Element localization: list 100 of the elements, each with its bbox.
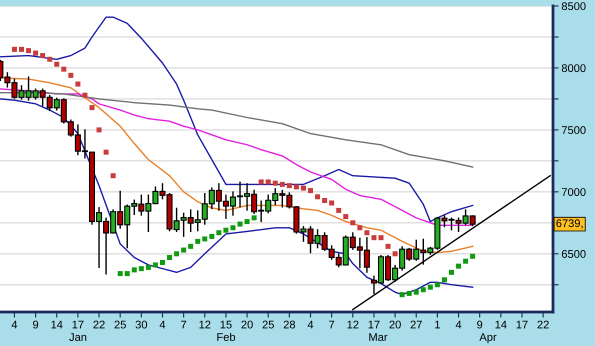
- point: [230, 225, 236, 230]
- point: [47, 56, 52, 62]
- point: [456, 264, 462, 269]
- point: [280, 182, 285, 187]
- x-tick-label: 4: [308, 320, 314, 328]
- point: [315, 194, 320, 200]
- x-tick-label: 22: [93, 320, 105, 328]
- point: [286, 183, 292, 188]
- point: [26, 48, 32, 54]
- point: [308, 188, 314, 194]
- point: [181, 248, 186, 253]
- x-tick-label: 25: [114, 320, 126, 328]
- point: [12, 46, 17, 52]
- line-series: [0, 88, 474, 226]
- point: [89, 105, 94, 110]
- point: [434, 282, 440, 288]
- x-tick-label: 12: [347, 320, 358, 328]
- point: [118, 271, 123, 276]
- point: [19, 46, 24, 52]
- text: Apr: [479, 333, 496, 344]
- text: Mar: [369, 333, 388, 341]
- y-tick-label: 6500: [562, 250, 586, 258]
- point: [322, 198, 328, 203]
- y-tick-label: 8000: [562, 64, 586, 72]
- line-series: [0, 16, 474, 222]
- point: [188, 244, 194, 249]
- point: [442, 277, 447, 282]
- x-tick-label: 4: [456, 320, 462, 328]
- point: [364, 230, 370, 236]
- x-tick-label: 9: [477, 320, 482, 328]
- point: [378, 235, 384, 240]
- point: [463, 258, 468, 264]
- x-tick-label: 4: [160, 320, 166, 328]
- point: [343, 214, 348, 220]
- point: [110, 173, 116, 178]
- x-tick-label: 25: [262, 320, 274, 328]
- x-tick-label: 9: [33, 320, 38, 328]
- x-tick-label: 28: [284, 320, 296, 328]
- point: [336, 208, 342, 213]
- point: [33, 50, 38, 56]
- point: [300, 186, 306, 191]
- point: [470, 254, 476, 259]
- point: [428, 284, 433, 290]
- x-tick-label: 12: [199, 320, 210, 328]
- point: [124, 271, 130, 276]
- point: [400, 292, 405, 298]
- x-tick-label: 1: [435, 320, 440, 328]
- point: [96, 127, 102, 132]
- point: [146, 264, 151, 270]
- point: [386, 244, 391, 249]
- point: [174, 251, 180, 256]
- y-tick-label: 7000: [562, 188, 586, 196]
- x-tick-label: 17: [72, 320, 84, 328]
- point: [104, 150, 109, 155]
- point: [202, 236, 208, 242]
- point: [75, 82, 80, 87]
- point: [138, 266, 144, 272]
- x-tick-label: 7: [181, 320, 186, 328]
- point: [160, 260, 165, 265]
- point: [244, 219, 250, 224]
- point: [406, 290, 412, 296]
- point: [350, 220, 356, 226]
- point: [392, 251, 398, 256]
- line-series: [0, 92, 474, 168]
- x-tick-label: 14: [496, 320, 507, 328]
- x-tick-label: 22: [538, 320, 549, 328]
- point: [294, 184, 299, 190]
- point: [266, 179, 271, 184]
- point: [216, 230, 222, 236]
- point: [420, 287, 426, 292]
- x-tick-label: 20: [389, 320, 401, 328]
- annotation: 6739,: [556, 219, 583, 228]
- point: [132, 267, 137, 272]
- point: [223, 228, 228, 233]
- y-tick-label: 8500: [562, 2, 586, 10]
- x-tick-label: 4: [12, 320, 18, 328]
- point: [252, 215, 257, 220]
- point: [238, 222, 243, 227]
- x-tick-label: 17: [368, 320, 380, 328]
- point: [167, 254, 172, 260]
- x-tick-label: 30: [136, 320, 148, 328]
- x-tick-label: 20: [241, 320, 253, 328]
- text: Feb: [217, 332, 236, 341]
- point: [371, 235, 376, 240]
- point: [448, 270, 454, 275]
- x-tick-label: 17: [516, 320, 528, 328]
- point: [61, 66, 66, 72]
- point: [82, 92, 88, 98]
- point: [414, 290, 419, 295]
- point: [54, 62, 60, 67]
- point: [152, 262, 158, 268]
- text: Jan: [69, 333, 86, 341]
- point: [68, 72, 74, 78]
- x-tick-label: 7: [329, 320, 334, 328]
- point: [40, 53, 46, 58]
- point: [272, 180, 278, 186]
- point: [329, 200, 334, 206]
- x-tick-label: 14: [51, 320, 63, 328]
- point: [357, 225, 362, 230]
- point: [258, 179, 264, 184]
